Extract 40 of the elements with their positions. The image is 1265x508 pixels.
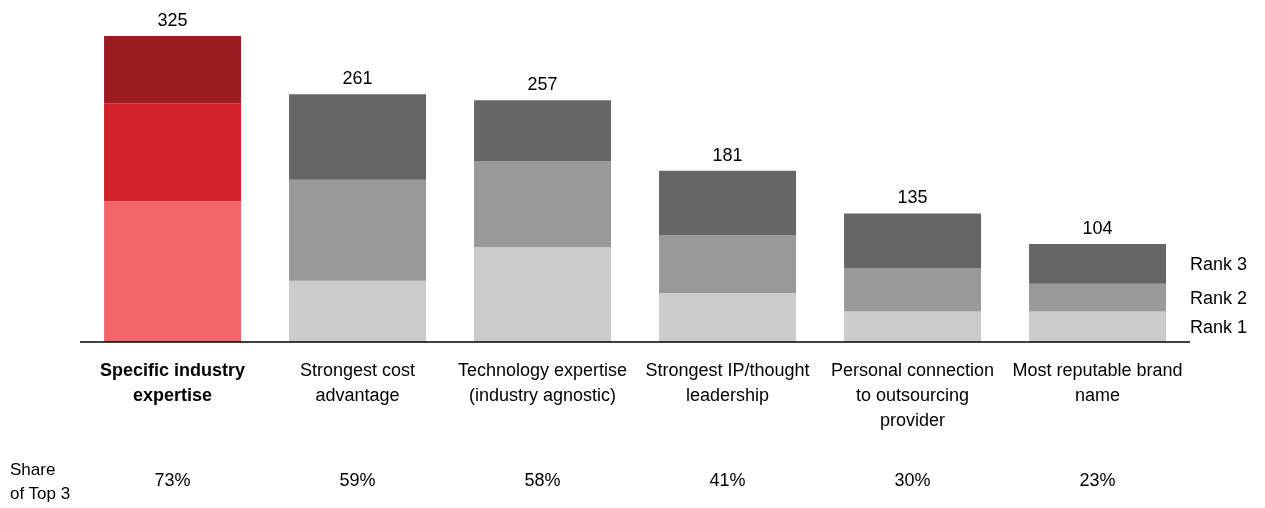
bar xyxy=(659,234,797,294)
x-tick-label: Most reputable brand name xyxy=(1012,360,1183,405)
annotation: 104 xyxy=(1082,218,1113,239)
bar xyxy=(1029,283,1167,312)
bar xyxy=(1029,311,1167,342)
series-label: Rank 2 xyxy=(1190,287,1248,308)
bar xyxy=(474,161,612,248)
series-label: Rank 3 xyxy=(1190,253,1248,274)
bar xyxy=(844,311,982,342)
text: Share of Top 3 xyxy=(10,459,71,505)
bar xyxy=(1029,244,1167,284)
bar xyxy=(104,103,242,202)
bar xyxy=(844,268,982,312)
bar xyxy=(289,280,427,342)
annotation: 181 xyxy=(712,144,743,165)
text: 41% xyxy=(708,470,747,491)
text: 58% xyxy=(523,470,562,491)
annotation: 257 xyxy=(527,74,558,95)
text: 73% xyxy=(153,470,192,491)
text: 59% xyxy=(338,470,377,491)
x-tick-label: Specific industry expertise xyxy=(99,360,246,405)
annotation: 261 xyxy=(342,68,373,89)
text: 325 xyxy=(157,10,188,30)
bar xyxy=(104,201,242,342)
series-label: Rank 1 xyxy=(1190,316,1248,337)
annotation: 135 xyxy=(897,187,928,208)
bar xyxy=(289,94,427,180)
text: 30% xyxy=(893,470,932,491)
bar xyxy=(104,36,242,104)
bar xyxy=(474,100,612,162)
bar xyxy=(659,293,797,342)
x-tick-label: Strongest cost advantage xyxy=(299,360,416,405)
bar xyxy=(474,247,612,342)
bar xyxy=(289,179,427,281)
bar xyxy=(659,170,797,235)
x-tick-label: Strongest IP/thought leadership xyxy=(645,360,810,405)
text: 23% xyxy=(1078,470,1117,491)
x-tick-label: Personal connection to outsourcing provider xyxy=(830,360,995,430)
bar xyxy=(844,213,982,269)
x-tick-label: Technology expertise (industry agnostic) xyxy=(457,360,628,405)
